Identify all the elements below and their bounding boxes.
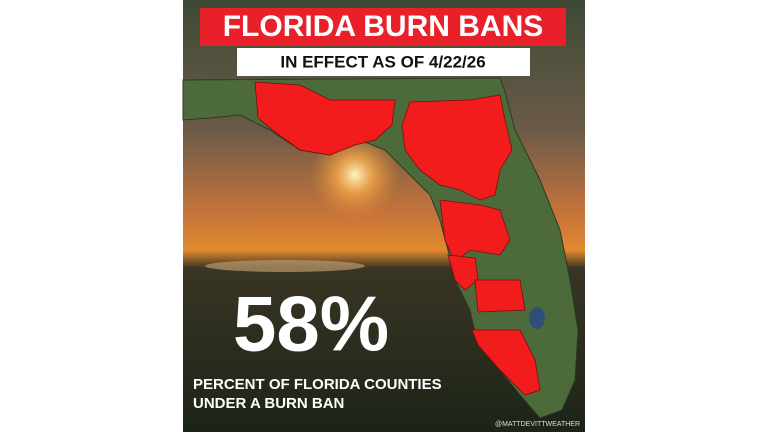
county-region	[471, 329, 541, 396]
subtitle-banner	[237, 48, 530, 76]
county-region	[401, 94, 513, 201]
stat-value: 58%	[233, 280, 389, 368]
lake	[205, 260, 365, 272]
county-region	[254, 81, 396, 156]
stat-caption: PERCENT OF FLORIDA COUNTIES	[193, 376, 442, 393]
subtitle: IN EFFECT AS OF 4/22/26	[280, 52, 485, 71]
title: FLORIDA BURN BANS	[223, 10, 544, 43]
credit: @MATTDEVITTWEATHER	[495, 421, 580, 428]
lake-okeechobee	[529, 307, 545, 329]
county-region	[447, 254, 479, 291]
county-region	[439, 199, 511, 263]
county-region	[474, 279, 526, 313]
stat-caption: UNDER A BURN BAN	[193, 395, 344, 412]
burn-ban-counties	[254, 81, 541, 396]
title-banner	[200, 8, 566, 46]
